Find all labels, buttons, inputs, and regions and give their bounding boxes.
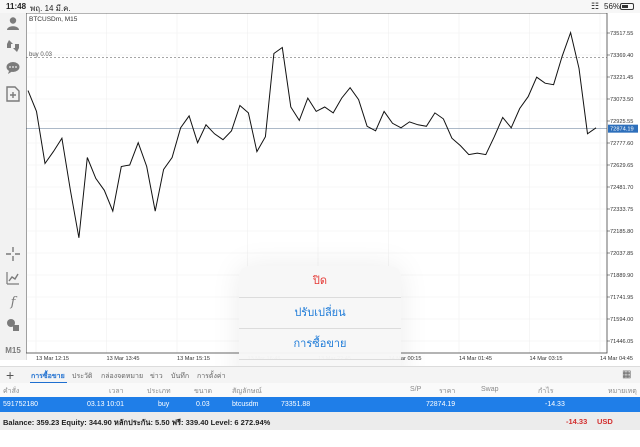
price-tick-label: 72925.55 xyxy=(610,119,633,125)
account-balance-bar: Balance: 359.23 Equity: 344.90 หลักประกั… xyxy=(0,412,640,430)
row-type: buy xyxy=(158,401,170,408)
function-icon[interactable]: f xyxy=(10,295,16,310)
total-profit: -14.33 xyxy=(566,417,588,426)
col-type: ประเภท xyxy=(147,388,171,395)
tab-history[interactable]: ประวัติ xyxy=(72,373,93,380)
row-ticket: 591752180 xyxy=(3,401,39,408)
price-tick-label: 71889.90 xyxy=(610,273,633,279)
chat-icon[interactable] xyxy=(5,61,21,77)
indicators-icon[interactable] xyxy=(5,271,21,287)
col-comment: หมายเหตุ xyxy=(608,388,637,395)
time-tick-label: 14 Mar 00:15 xyxy=(389,356,422,362)
price-axis: 73517.55 73369.40 73221.45 73073.50 72925.55… xyxy=(607,31,633,345)
timeframe-label[interactable]: M15 xyxy=(5,346,21,355)
time-tick-label: 14 Mar 03:15 xyxy=(530,356,563,362)
time-tick-label: 14 Mar 01:45 xyxy=(459,356,492,362)
row-price: 72874.19 xyxy=(426,401,456,408)
col-size: ขนาด xyxy=(194,388,213,395)
trade-button[interactable]: การซื้อขาย xyxy=(239,328,401,359)
status-time: 11:48 xyxy=(6,2,27,11)
col-time: เวลา xyxy=(109,388,124,395)
status-bar: 11:48 พฤ. 14 มี.ค. ☷ 56% xyxy=(0,0,640,13)
price-tick-label: 72185.80 xyxy=(610,229,633,235)
price-tick-label: 71594.00 xyxy=(610,317,633,323)
tab-settings[interactable]: การตั้งค่า xyxy=(197,373,226,380)
col-price: ราคา xyxy=(439,388,456,395)
time-tick-label: 14 Mar 04:45 xyxy=(600,356,633,362)
buy-order-label: buy 0.03 xyxy=(29,52,53,58)
current-price-tag: 72874.19 xyxy=(608,124,638,133)
tab-journal[interactable]: บันทึก xyxy=(171,373,190,380)
shapes-icon[interactable] xyxy=(5,318,21,334)
price-tick-label: 72333.75 xyxy=(610,207,633,213)
table-row[interactable]: 591752180 03.13 10:01 buy 0.03 btcusdm 7… xyxy=(0,397,640,412)
col-profit: กำไร xyxy=(538,388,554,395)
price-tick-label: 73517.55 xyxy=(610,31,633,37)
add-document-icon[interactable] xyxy=(5,86,21,102)
battery-icon xyxy=(620,3,634,10)
tab-trade[interactable]: การซื้อขาย xyxy=(31,373,65,380)
col-sp: S/P xyxy=(410,386,422,393)
col-order: คำสั่ง xyxy=(3,388,20,395)
price-tick-label: 72777.60 xyxy=(610,141,633,147)
crosshair-icon[interactable] xyxy=(5,247,21,263)
layout-grid-icon[interactable]: ▦ xyxy=(622,369,632,380)
price-series-line xyxy=(27,30,597,238)
col-symbol: สัญลักษณ์ xyxy=(232,388,262,395)
wifi-icon: ☷ xyxy=(591,1,600,11)
balance-summary: Balance: 359.23 Equity: 344.90 หลักประกั… xyxy=(3,418,271,427)
battery-percent: 56% xyxy=(604,2,621,11)
row-profit: -14.33 xyxy=(545,401,565,408)
col-swap: Swap xyxy=(481,386,499,393)
row-size: 0.03 xyxy=(196,401,210,408)
status-date: พฤ. 14 มี.ค. xyxy=(30,4,71,13)
trade-arrows-icon[interactable] xyxy=(5,39,21,55)
time-tick-label: 13 Mar 15:15 xyxy=(177,356,210,362)
terminal-tabs: + การซื้อขาย ประวัติ กล่องจดหมาย ข่าว บั… xyxy=(0,366,640,384)
time-tick-label: 13 Mar 12:15 xyxy=(36,356,69,362)
chart-toolbar: f M15 xyxy=(0,13,27,360)
row-open-price: 73351.88 xyxy=(281,401,311,408)
modify-order-button[interactable]: ปรับเปลี่ยน xyxy=(239,297,401,328)
tab-news[interactable]: ข่าว xyxy=(150,373,163,380)
price-tick-label: 72629.65 xyxy=(610,163,633,169)
price-tick-label: 71446.05 xyxy=(610,339,633,345)
price-tick-label: 73221.45 xyxy=(610,75,633,81)
svg-text:72874.19: 72874.19 xyxy=(610,127,634,133)
close-order-button[interactable]: ปิด xyxy=(312,275,328,287)
price-tick-label: 72481.70 xyxy=(610,185,633,191)
currency-label: USD xyxy=(597,417,613,426)
price-tick-label: 71741.95 xyxy=(610,295,633,301)
price-chart[interactable]: BTCUSDm, M15 buy 0.03 73517.5573369.4073… xyxy=(26,13,640,365)
price-tick-label: 72037.85 xyxy=(610,251,633,257)
trade-table-header: คำสั่ง เวลา ประเภท ขนาด สัญลักษณ์ S/P รา… xyxy=(0,383,640,397)
price-tick-label: 73073.50 xyxy=(610,97,633,103)
user-icon[interactable] xyxy=(5,16,21,32)
home-area xyxy=(0,430,640,447)
row-symbol: btcusdm xyxy=(232,401,259,408)
add-icon[interactable]: + xyxy=(6,367,15,383)
time-tick-label: 13 Mar 13:45 xyxy=(107,356,140,362)
price-tick-label: 73369.40 xyxy=(610,53,633,59)
row-time: 03.13 10:01 xyxy=(87,401,124,408)
tab-mailbox[interactable]: กล่องจดหมาย xyxy=(101,373,144,380)
symbol-label: BTCUSDm, M15 xyxy=(29,16,78,23)
